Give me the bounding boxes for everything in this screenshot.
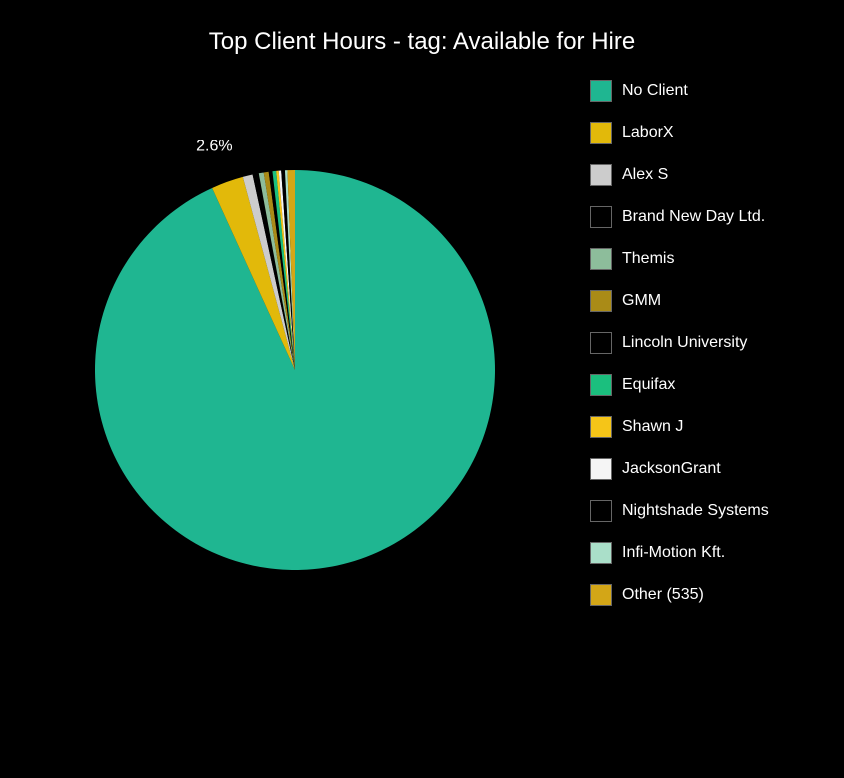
legend-swatch [590, 164, 612, 186]
legend-swatch [590, 374, 612, 396]
legend-swatch [590, 584, 612, 606]
legend-item: Other (535) [590, 584, 769, 606]
chart-title: Top Client Hours - tag: Available for Hi… [0, 28, 844, 56]
legend-label: Other (535) [622, 586, 704, 604]
legend-label: Lincoln University [622, 334, 747, 352]
legend-swatch [590, 332, 612, 354]
legend-item: Lincoln University [590, 332, 769, 354]
legend-item: JacksonGrant [590, 458, 769, 480]
legend-swatch [590, 542, 612, 564]
legend-item: GMM [590, 290, 769, 312]
legend-item: Nightshade Systems [590, 500, 769, 522]
legend-swatch [590, 80, 612, 102]
legend-label: LaborX [622, 124, 674, 142]
legend-label: GMM [622, 292, 661, 310]
legend-swatch [590, 206, 612, 228]
legend-swatch [590, 122, 612, 144]
slice-percent-label: 2.6% [196, 140, 232, 154]
legend-item: No Client [590, 80, 769, 102]
legend-label: No Client [622, 82, 688, 100]
legend-item: Brand New Day Ltd. [590, 206, 769, 228]
legend-item: Infi-Motion Kft. [590, 542, 769, 564]
legend-item: Themis [590, 248, 769, 270]
legend-label: Alex S [622, 166, 668, 184]
legend-item: Alex S [590, 164, 769, 186]
legend-label: Shawn J [622, 418, 683, 436]
legend-swatch [590, 248, 612, 270]
legend-label: Brand New Day Ltd. [622, 208, 765, 226]
pie-chart: 2.6% [85, 140, 505, 560]
legend-label: JacksonGrant [622, 460, 721, 478]
legend-item: Shawn J [590, 416, 769, 438]
legend-swatch [590, 500, 612, 522]
legend-item: LaborX [590, 122, 769, 144]
legend-label: Infi-Motion Kft. [622, 544, 725, 562]
legend-swatch [590, 290, 612, 312]
legend-item: Equifax [590, 374, 769, 396]
legend-label: Themis [622, 250, 674, 268]
legend-label: Nightshade Systems [622, 502, 769, 520]
legend: No Client LaborX Alex S Brand New Day Ltd. T… [590, 80, 769, 606]
legend-swatch [590, 458, 612, 480]
legend-label: Equifax [622, 376, 675, 394]
legend-swatch [590, 416, 612, 438]
